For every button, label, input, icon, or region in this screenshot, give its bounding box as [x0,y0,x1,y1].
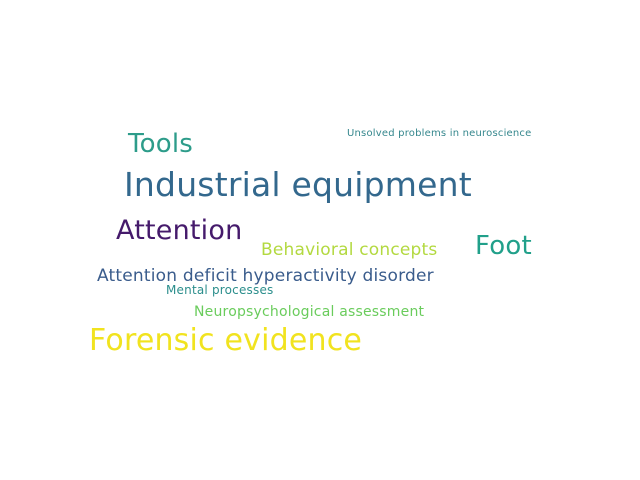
word-behavioral-concepts: Behavioral concepts [261,240,438,260]
word-tools: Tools [128,129,194,159]
word-mental-processes: Mental processes [166,283,274,297]
word-attention-deficit-hyperactivity-disorder: Attention deficit hyperactivity disorder [97,266,434,286]
word-attention: Attention [116,215,243,246]
word-forensic-evidence: Forensic evidence [89,323,363,358]
word-foot: Foot [475,231,532,261]
word-industrial-equipment: Industrial equipment [124,165,472,204]
word-neuropsychological-assessment: Neuropsychological assessment [194,304,425,320]
word-unsolved-problems-in-neuroscience: Unsolved problems in neuroscience [347,128,532,139]
